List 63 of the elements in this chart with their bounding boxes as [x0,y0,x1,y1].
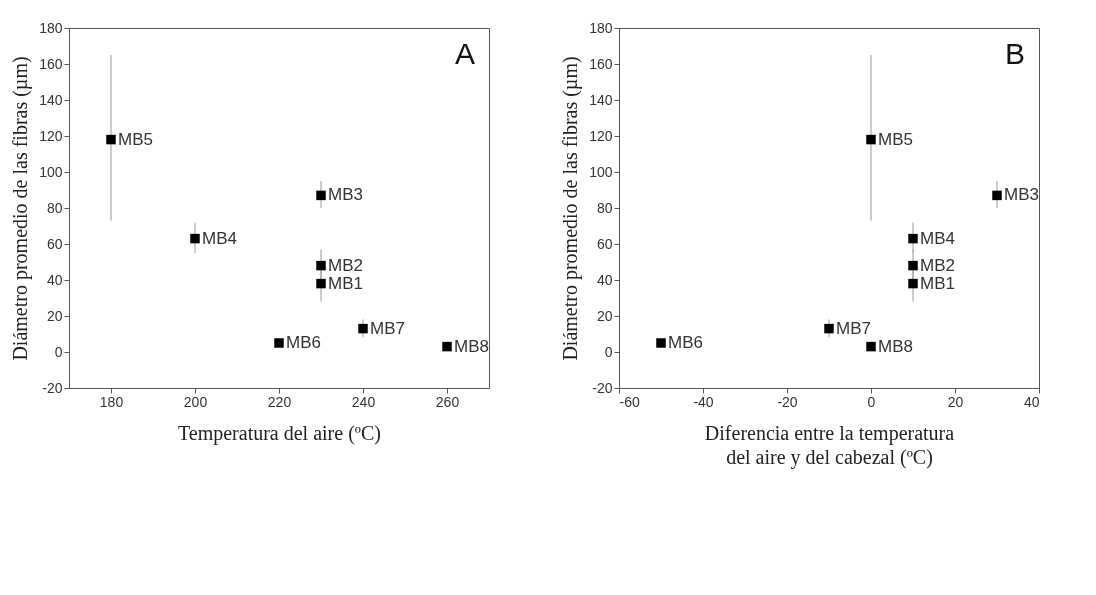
annotation: B [1004,37,1025,70]
y-tick-label: 40 [596,271,613,288]
data-label: MB8 [454,336,489,356]
y-tick-label: 60 [596,235,613,252]
data-label: MB5 [878,129,913,149]
x-tick-label: 260 [435,393,460,410]
x-tick-label: 0 [867,393,876,410]
y-tick-label: 100 [589,163,613,180]
y-tick-label: -20 [42,379,63,396]
x-tick-label: 40 [1023,393,1040,410]
y-tick-label: 180 [39,19,63,36]
y-tick-label: 40 [46,271,63,288]
y-tick-label: 0 [54,343,63,360]
y-tick-label: 80 [596,199,613,216]
data-label: MB2 [920,255,955,275]
data-label: MB6 [286,333,321,352]
y-tick-label: 160 [39,55,63,72]
x-tick-label: 240 [351,393,376,410]
data-label: MB7 [836,318,871,338]
x-tick-label: 220 [267,393,292,410]
point [316,260,326,271]
x-tick-label: -20 [777,393,798,410]
point [442,341,452,352]
y-tick-label: 140 [589,91,613,108]
point [106,134,116,145]
point [274,338,284,348]
data-label: MB5 [118,129,153,149]
x-tick-label: 20 [947,393,964,410]
y-axis-title: Diámetro promedio de las fibras (µm) [9,56,33,361]
y-tick-label: 20 [46,307,63,324]
y-tick-label: 120 [589,127,613,144]
y-tick-label: 140 [39,91,63,108]
data-label: MB1 [328,273,363,293]
x-tick-label: -40 [693,393,714,410]
data-label: MB7 [370,318,405,338]
point [316,278,326,289]
y-tick-label: 120 [39,127,63,144]
y-tick-label: 160 [589,55,613,72]
data-label: MB4 [920,228,955,248]
data-label: MB3 [328,185,363,205]
data-label: MB3 [1004,185,1039,205]
y-tick-label: 180 [589,19,613,36]
y-tick-label: 20 [596,307,613,324]
data-label: MB6 [668,333,703,352]
data-label: MB1 [920,273,955,293]
y-tick-label: -20 [592,379,613,396]
data-label: MB2 [328,255,363,275]
y-tick-label: 60 [46,235,63,252]
x-tick-label: 180 [99,393,124,410]
y-tick-label: 80 [46,199,63,216]
point [358,323,368,334]
x-tick-label: -60 [619,393,640,410]
point [190,233,200,244]
annotation: A [454,37,475,70]
data-label: MB4 [202,228,237,248]
point [316,190,326,201]
data-label: MB8 [878,336,913,356]
y-tick-label: 0 [604,343,613,360]
x-tick-label: 200 [183,393,208,410]
y-axis-title: Diámetro promedio de las fibras (µm) [559,56,583,361]
x-axis-title: Temperatura del aire (ºC) [177,421,382,445]
x-axis-title: Diferencia entre la temperatura del aire y del cabezal (ºC) [704,421,955,469]
y-tick-label: 100 [39,163,63,180]
